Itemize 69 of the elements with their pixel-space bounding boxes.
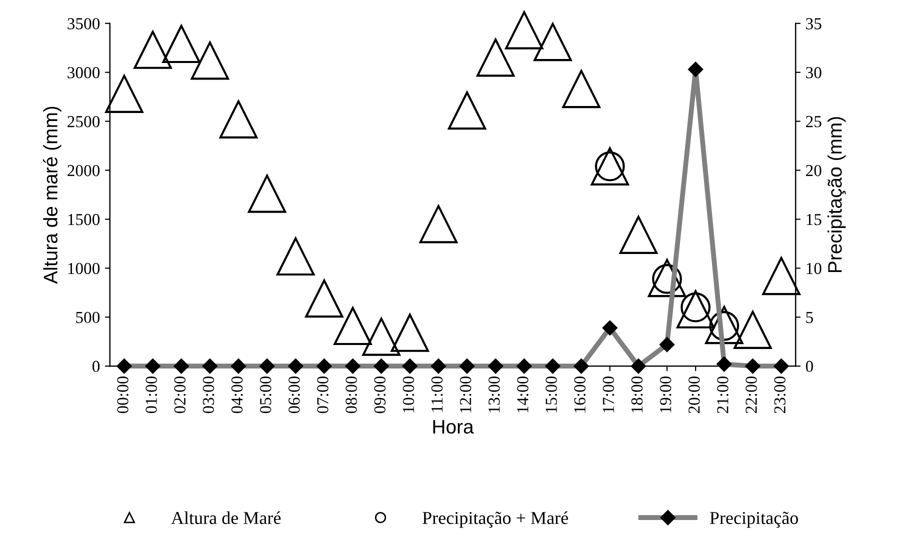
x-tick-label: 11:00	[431, 376, 443, 412]
point	[734, 310, 772, 349]
point	[505, 11, 544, 50]
x-tick-label: 01:00	[146, 376, 158, 414]
x-tick-label: 23:00	[774, 376, 786, 414]
point	[762, 256, 800, 296]
point	[248, 174, 286, 213]
y-tick-label: 3500	[68, 18, 100, 30]
y-axis-title: Altura de maré (mm)	[42, 106, 62, 284]
x-tick-label: 17:00	[602, 376, 614, 412]
y-tick-label: 1500	[68, 214, 100, 226]
y-tick-label: 0	[92, 360, 100, 372]
point	[305, 279, 344, 318]
point	[476, 38, 515, 77]
y2-tick-label: 5	[806, 312, 813, 324]
point	[648, 258, 686, 298]
point	[105, 74, 144, 113]
x-tick-label: 07:00	[317, 376, 328, 414]
point	[334, 306, 372, 346]
x-tick-label: 13:00	[488, 376, 500, 412]
legend-label: Altura de Maré	[171, 511, 281, 524]
y2-tick-label: 0	[806, 360, 814, 372]
x-tick-label: 18:00	[631, 376, 643, 412]
legend-label: Precipitação + Maré	[422, 511, 568, 528]
y2-tick-label: 35	[806, 18, 822, 30]
point	[534, 22, 572, 62]
x-tick-label: 16:00	[574, 376, 586, 412]
y-tick-label: 1000	[68, 262, 100, 274]
x-tick-label: 03:00	[202, 376, 214, 414]
point	[134, 30, 172, 69]
x-tick-label: 22:00	[746, 376, 757, 414]
x-axis-title: Hora	[433, 420, 474, 434]
x-tick-label: 04:00	[231, 376, 243, 414]
y-tick-label: 3000	[68, 67, 100, 78]
point	[219, 100, 258, 138]
x-tick-label: 14:00	[517, 376, 528, 412]
point	[419, 205, 458, 244]
point	[390, 314, 429, 352]
x-tick-label: 15:00	[546, 376, 557, 412]
point	[619, 216, 658, 254]
y2-tick-label: 25	[806, 116, 822, 128]
y2-axis-title: Precipitação (mm)	[828, 117, 846, 272]
y2-tick-label: 20	[806, 164, 822, 176]
point	[562, 70, 600, 108]
x-tick-label: 00:00	[117, 376, 128, 414]
y2-tick-label: 30	[806, 67, 822, 78]
x-tick-label: 19:00	[660, 376, 672, 412]
point	[362, 318, 400, 356]
point	[705, 306, 744, 344]
x-tick-label: 10:00	[402, 376, 414, 412]
point	[276, 237, 315, 276]
x-tick-label: 02:00	[174, 376, 186, 414]
point	[676, 290, 715, 328]
point	[448, 91, 486, 130]
x-tick-label: 20:00	[688, 376, 700, 414]
x-tick-label: 06:00	[288, 376, 300, 414]
x-tick-label: 08:00	[346, 376, 358, 414]
y-tick-label: 2000	[68, 164, 100, 176]
y-tick-label: 500	[76, 312, 100, 324]
x-tick-label: 09:00	[374, 376, 386, 414]
x-tick-label: 12:00	[460, 376, 472, 412]
x-tick-label: 05:00	[260, 376, 272, 414]
y2-tick-label: 10	[806, 262, 822, 274]
point	[190, 42, 230, 80]
x-tick-label: 21:00	[717, 376, 728, 414]
legend-label: Precipitação	[710, 512, 798, 528]
y2-tick-label: 15	[806, 214, 822, 226]
y-tick-label: 2500	[68, 116, 100, 128]
point	[162, 24, 200, 64]
